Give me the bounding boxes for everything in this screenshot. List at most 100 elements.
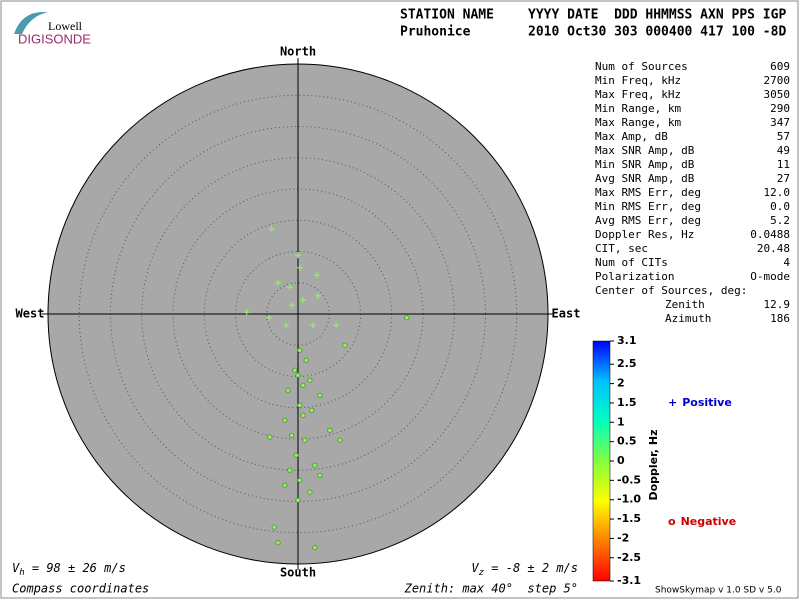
logo-bottom: DIGISONDE — [18, 31, 91, 46]
stat-label: Max Amp, dB — [595, 130, 668, 143]
source-circle — [312, 545, 318, 551]
source-plus — [266, 314, 273, 321]
stat-label: Max Freq, kHz — [595, 88, 681, 101]
colorbar-tick-label: -1.0 — [617, 493, 641, 506]
stat-label: Center of Sources, deg: — [595, 284, 747, 297]
legend-name: Positive — [682, 396, 732, 409]
stat-value: 609 — [770, 60, 790, 73]
source-circle — [342, 342, 348, 348]
stat-value: 5.2 — [770, 214, 790, 227]
source-circle — [312, 462, 318, 468]
vsym: V — [12, 561, 20, 575]
velocity-text: Vh = 98 ± 26 m/s — [12, 561, 126, 578]
direction-label: East — [552, 307, 581, 321]
stat-value: 27 — [777, 172, 790, 185]
source-circle — [327, 427, 333, 433]
stat-label: Azimuth — [665, 312, 711, 325]
header-value: Pruhonice — [400, 25, 471, 40]
colorbar-tick-label: -2 — [617, 531, 629, 544]
colorbar — [592, 340, 611, 582]
stat-label: Num of CITs — [595, 256, 668, 269]
source-circle — [297, 402, 303, 408]
source-plus — [310, 322, 316, 329]
source-plus — [275, 279, 281, 286]
stat-value: 49 — [777, 144, 790, 157]
velocity-text: Vz = -8 ± 2 m/s — [471, 561, 578, 578]
direction-label: West — [16, 307, 45, 321]
stat-value: 186 — [770, 312, 790, 325]
legend-entry: o Negative — [668, 515, 736, 528]
stat-label: Polarization — [595, 270, 674, 283]
stat-label: Max RMS Err, deg — [595, 186, 701, 199]
colorbar-tick-label: -3.1 — [617, 574, 641, 587]
stat-value: 0.0 — [770, 200, 790, 213]
vsub: z — [479, 568, 484, 578]
stat-value: 0.0488 — [750, 228, 790, 241]
stat-label: Avg RMS Err, deg — [595, 214, 701, 227]
header-label: STATION NAME — [400, 8, 494, 23]
direction-label: South — [280, 566, 316, 580]
source-plus — [286, 284, 293, 291]
stat-label: Min SNR Amp, dB — [595, 158, 695, 171]
source-circle — [289, 432, 295, 438]
stat-value: 290 — [770, 102, 790, 115]
colorbar-tick-label: 0.5 — [617, 435, 637, 448]
source-circle — [307, 489, 313, 495]
source-circle — [300, 412, 306, 418]
colorbar-tick-label: 3.1 — [617, 334, 637, 347]
header-label: YYYY DATE DDD HHMMSS AXN PPS IGP — [528, 8, 786, 23]
colorbar-tick-label: 1 — [617, 415, 625, 428]
source-circle — [300, 382, 306, 388]
vtext: = 98 ± 26 m/s — [25, 561, 126, 575]
stat-value: 2700 — [764, 74, 791, 87]
stat-label: Max SNR Amp, dB — [595, 144, 695, 157]
colorbar-tick-label: -2.5 — [617, 551, 641, 564]
source-circle — [267, 434, 273, 440]
stat-value: 4 — [783, 256, 790, 269]
colorbar-tick-label: -1.5 — [617, 512, 641, 525]
source-circle — [285, 387, 291, 393]
source-circle — [297, 477, 303, 483]
source-circle — [307, 377, 313, 383]
source-plus — [295, 252, 301, 259]
vsub: h — [19, 568, 24, 578]
source-circle — [337, 437, 343, 443]
source-circle — [302, 437, 308, 443]
stat-value: 12.9 — [764, 298, 791, 311]
stat-label: Num of Sources — [595, 60, 688, 73]
header-value: 2010 Oct30 303 000400 417 100 -8D — [528, 25, 786, 40]
colorbar-tick-label: 2.5 — [617, 357, 637, 370]
stat-value: 57 — [777, 130, 790, 143]
source-plus — [300, 297, 306, 304]
zenith-note: Zenith: max 40° step 5° — [404, 582, 578, 596]
source-circle — [292, 367, 298, 373]
source-circle — [293, 452, 299, 458]
colorbar-tick-label: 0 — [617, 454, 625, 467]
stat-value: 347 — [770, 116, 790, 129]
stat-value: 11 — [777, 158, 790, 171]
source-plus — [313, 272, 320, 279]
source-circle — [297, 347, 303, 353]
source-circle — [275, 540, 281, 546]
vtext: = -8 ± 2 m/s — [484, 561, 578, 575]
stat-value: O-mode — [750, 270, 790, 283]
stat-label: Doppler Res, Hz — [595, 228, 694, 241]
legend-marker: + — [668, 396, 677, 409]
source-plus — [288, 302, 295, 309]
source-circle — [309, 407, 315, 413]
source-plus — [296, 264, 303, 271]
logo-top: Lowell — [48, 19, 83, 33]
stat-value: 12.0 — [764, 186, 791, 199]
vsym: V — [471, 561, 479, 575]
source-plus — [268, 226, 275, 232]
legend-entry: + Positive — [668, 396, 732, 409]
colorbar-tick-label: 2 — [617, 377, 625, 390]
colorbar-tick-label: -0.5 — [617, 473, 641, 486]
stat-value: 20.48 — [757, 242, 790, 255]
source-circle — [295, 372, 301, 378]
source-circle — [271, 524, 277, 530]
coords-note: Compass coordinates — [12, 582, 149, 596]
legend-name: Negative — [681, 515, 737, 528]
colorbar-tick-label: 1.5 — [617, 396, 637, 409]
stat-label: Min Freq, kHz — [595, 74, 681, 87]
